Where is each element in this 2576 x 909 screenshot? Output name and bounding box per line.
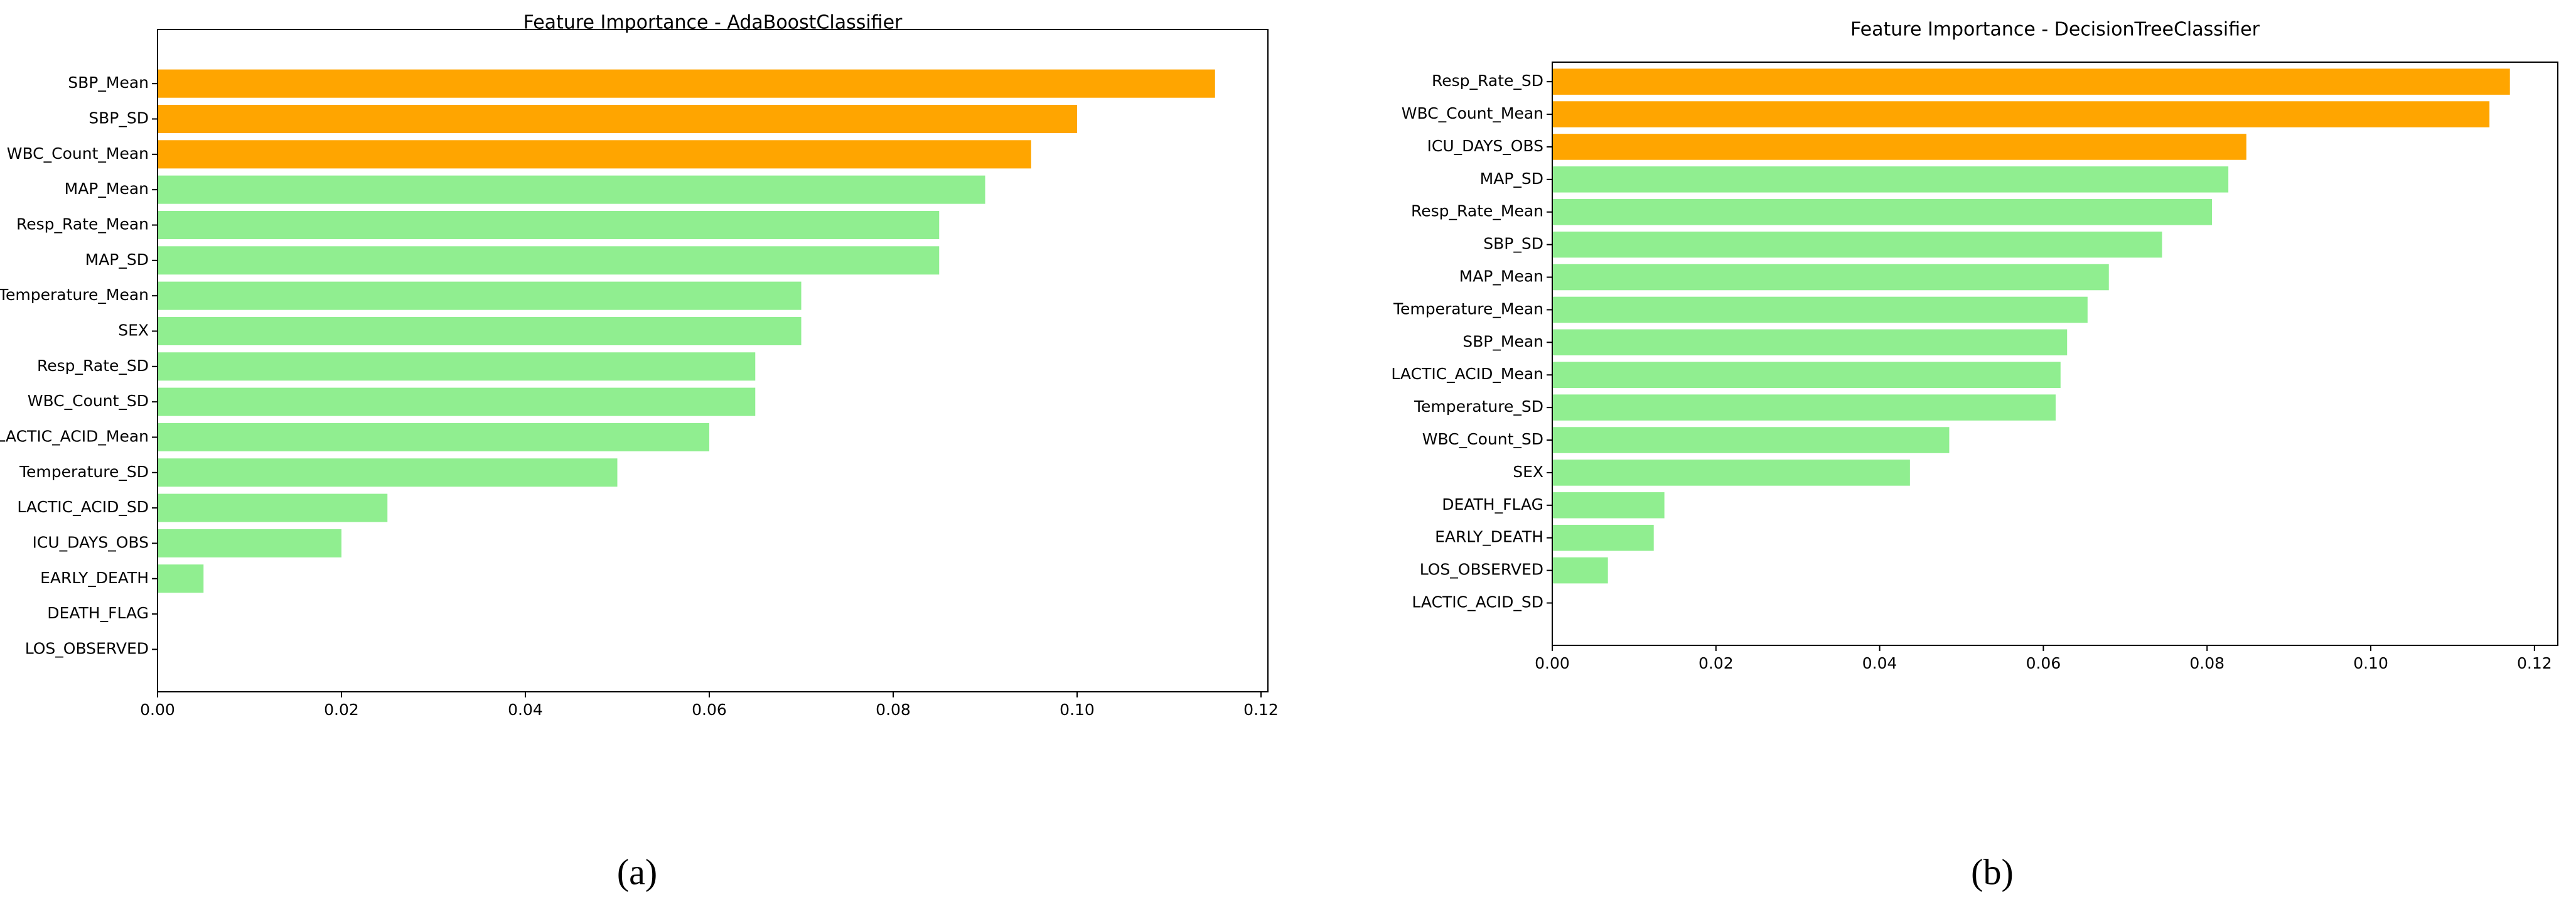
bar: [1552, 166, 2229, 193]
x-tick-label: 0.06: [2026, 654, 2061, 672]
x-tick-label: 0.12: [1243, 701, 1279, 719]
y-tick-label: SEX: [1513, 463, 1543, 481]
y-tick-label: Temperature_SD: [19, 463, 149, 481]
y-tick-label: Temperature_Mean: [1393, 299, 1543, 318]
bar: [1552, 231, 2162, 258]
bar: [1552, 394, 2056, 421]
bar: [1552, 296, 2088, 323]
x-tick-label: 0.10: [2353, 654, 2388, 672]
y-tick-label: SBP_Mean: [68, 73, 149, 92]
x-tick-label: 0.02: [1699, 654, 1734, 672]
bar: [158, 422, 710, 451]
bar: [1552, 492, 1665, 519]
y-tick-label: LACTIC_ACID_Mean: [1391, 365, 1543, 383]
bar: [1552, 557, 1608, 584]
bar: [158, 316, 802, 345]
bar: [1552, 362, 2061, 388]
x-tick-label: 0.08: [2189, 654, 2224, 672]
y-tick-label: LOS_OBSERVED: [25, 639, 149, 657]
y-tick-label: ICU_DAYS_OBS: [1427, 137, 1544, 155]
bar: [158, 210, 940, 240]
y-tick-label: SEX: [118, 321, 149, 339]
y-tick-label: DEATH_FLAG: [47, 604, 149, 622]
y-tick-label: Resp_Rate_SD: [37, 357, 149, 375]
y-tick-label: Resp_Rate_SD: [1432, 72, 1543, 90]
plot-frame: [1552, 62, 2558, 646]
x-tick-label: 0.04: [508, 701, 543, 719]
bar: [1552, 264, 2109, 291]
y-tick-label: EARLY_DEATH: [40, 569, 149, 587]
bar: [1552, 329, 2068, 356]
bar: [158, 175, 985, 204]
y-tick-label: MAP_Mean: [65, 180, 149, 198]
y-tick-label: DEATH_FLAG: [1442, 495, 1543, 514]
x-tick-label: 0.00: [140, 701, 175, 719]
bar: [1552, 427, 1950, 453]
bar: [158, 387, 756, 416]
y-tick-label: LOS_OBSERVED: [1420, 561, 1543, 579]
y-tick-label: ICU_DAYS_OBS: [33, 533, 149, 551]
y-tick-label: MAP_Mean: [1459, 267, 1543, 286]
x-tick-label: 0.06: [692, 701, 727, 719]
y-tick-label: SBP_Mean: [1462, 332, 1543, 350]
y-tick-label: Temperature_SD: [1414, 397, 1543, 416]
y-tick-label: LACTIC_ACID_SD: [17, 498, 149, 516]
bar: [158, 140, 1031, 169]
bar: [1552, 101, 2490, 127]
bar: [158, 352, 756, 381]
y-tick-label: SBP_SD: [89, 109, 149, 127]
bar: [1552, 460, 1910, 486]
y-tick-label: LACTIC_ACID_SD: [1412, 593, 1543, 611]
plot-frame: [157, 29, 1269, 692]
y-tick-label: MAP_SD: [1480, 169, 1543, 188]
bar: [158, 493, 388, 522]
panel-caption: (a): [617, 851, 657, 892]
y-tick-label: WBC_Count_Mean: [1402, 104, 1543, 122]
x-tick-label: 0.12: [2517, 654, 2552, 672]
y-tick-label: MAP_SD: [85, 250, 149, 269]
bar: [1552, 134, 2246, 160]
y-tick-label: WBC_Count_SD: [1422, 430, 1543, 448]
x-tick-label: 0.02: [324, 701, 359, 719]
bar: [1552, 524, 1654, 551]
chart-title: Feature Importance - DecisionTreeClassif…: [1850, 19, 2260, 41]
bar: [158, 529, 342, 557]
bar: [158, 281, 802, 310]
x-tick-label: 0.04: [1862, 654, 1897, 672]
bar: [1552, 198, 2213, 225]
x-tick-label: 0.00: [1535, 654, 1570, 672]
bar: [1552, 68, 2510, 95]
y-tick-label: SBP_SD: [1483, 235, 1543, 253]
x-tick-label: 0.10: [1060, 701, 1095, 719]
bar: [158, 69, 1215, 98]
y-tick-label: WBC_Count_SD: [28, 392, 149, 410]
chart-title: Feature Importance - AdaBoostClassifier: [523, 12, 903, 34]
y-tick-label: Resp_Rate_Mean: [1411, 202, 1543, 220]
bar: [158, 104, 1078, 134]
y-tick-label: Resp_Rate_Mean: [16, 215, 149, 233]
panel-caption: (b): [1971, 851, 2014, 892]
y-tick-label: EARLY_DEATH: [1435, 528, 1543, 546]
bar: [158, 564, 204, 593]
y-tick-label: WBC_Count_Mean: [7, 144, 149, 163]
x-tick-label: 0.08: [876, 701, 911, 719]
bar: [158, 246, 940, 275]
y-tick-label: Temperature_Mean: [0, 286, 149, 304]
bar: [158, 458, 618, 487]
y-tick-label: LACTIC_ACID_Mean: [0, 427, 149, 445]
